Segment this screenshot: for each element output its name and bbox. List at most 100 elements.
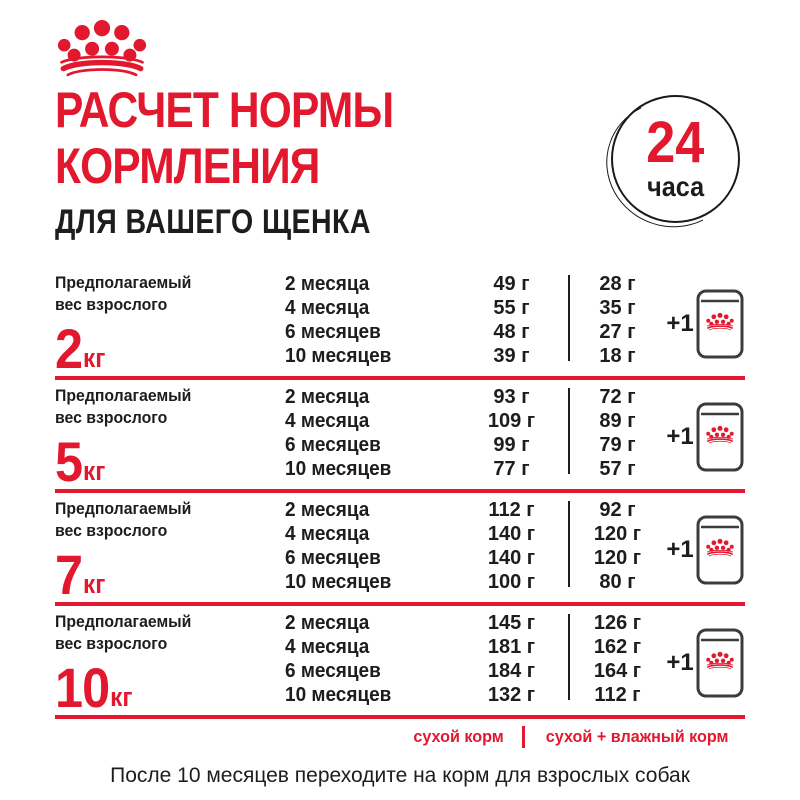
dry-value-cell: 109 г [487, 410, 536, 432]
mixed-value-cell: 120 г [593, 523, 642, 545]
age-cell: 6 месяцев [285, 660, 381, 682]
legend-dry-label: сухой корм [412, 727, 504, 746]
age-cell: 10 месяцев [285, 345, 392, 367]
page-subtitle: ДЛЯ ВАШЕГО ЩЕНКА [55, 203, 371, 241]
age-cell: 6 месяцев [285, 547, 381, 569]
weight-unit: кг [83, 456, 106, 486]
column-divider [568, 501, 570, 587]
column-divider [568, 275, 570, 361]
age-cell: 2 месяца [285, 499, 370, 521]
dry-food-column: 145 г 181 г 184 г 132 г [455, 611, 568, 715]
pouch-column [695, 272, 745, 376]
column-divider [568, 388, 570, 474]
legend-divider [521, 726, 525, 748]
weight-label-column: Предполагаемый вес взрослого 7 кг [55, 498, 285, 606]
mixed-food-column: 72 г 89 г 79 г 57 г [570, 385, 665, 489]
mixed-value-cell: 28 г [599, 273, 636, 295]
plus-one-label: +1 [666, 536, 694, 563]
dry-value-cell: 49 г [493, 273, 530, 295]
age-cell: 2 месяца [285, 612, 370, 634]
assumed-weight-line2: вес взрослого [55, 521, 168, 540]
24-hours-badge: 24 часа [611, 95, 740, 223]
weight-value: 7 кг [55, 543, 262, 606]
age-cell: 6 месяцев [285, 321, 381, 343]
title-line-1: РАСЧЕТ НОРМЫ [55, 82, 394, 138]
mixed-value-cell: 35 г [599, 297, 636, 319]
badge-unit: часа [646, 171, 704, 202]
weight-number: 5 [55, 430, 83, 493]
age-cell: 4 месяца [285, 636, 370, 658]
mixed-food-column: 28 г 35 г 27 г 18 г [570, 272, 665, 376]
royal-canin-crown-icon [57, 17, 147, 77]
assumed-weight-line1: Предполагаемый [55, 499, 192, 518]
weight-value: 5 кг [55, 430, 262, 493]
weight-number: 7 [55, 543, 83, 606]
legend-mixed-label: сухой + влажный корм [545, 727, 729, 746]
dry-food-column: 112 г 140 г 140 г 100 г [455, 498, 568, 602]
assumed-weight-label: Предполагаемый вес взрослого [55, 385, 269, 429]
dry-value-cell: 184 г [487, 660, 536, 682]
pouch-column [695, 498, 745, 602]
mixed-value-cell: 79 г [599, 434, 636, 456]
weight-unit: кг [110, 682, 133, 712]
weight-group-10kg: Предполагаемый вес взрослого 10 кг 2 мес… [55, 606, 745, 719]
mixed-value-cell: 18 г [599, 345, 636, 367]
weight-group-2kg: Предполагаемый вес взрослого 2 кг 2 меся… [55, 267, 745, 380]
weight-value: 10 кг [55, 656, 262, 719]
dry-value-cell: 48 г [493, 321, 530, 343]
mixed-value-cell: 162 г [593, 636, 642, 658]
assumed-weight-line2: вес взрослого [55, 634, 168, 653]
weight-number: 10 [55, 656, 110, 719]
age-cell: 2 месяца [285, 273, 370, 295]
dry-value-cell: 145 г [487, 612, 536, 634]
age-cell: 10 месяцев [285, 684, 392, 706]
assumed-weight-line2: вес взрослого [55, 408, 168, 427]
age-column: 2 месяца 4 месяца 6 месяцев 10 месяцев [285, 272, 455, 376]
food-pouch-icon [696, 515, 744, 585]
weight-label-column: Предполагаемый вес взрослого 10 кг [55, 611, 285, 719]
dry-value-cell: 93 г [493, 386, 530, 408]
weight-group-7kg: Предполагаемый вес взрослого 7 кг 2 меся… [55, 493, 745, 606]
weight-unit: кг [83, 343, 106, 373]
dry-value-cell: 181 г [487, 636, 536, 658]
mixed-value-cell: 57 г [599, 458, 636, 480]
food-pouch-icon [696, 628, 744, 698]
assumed-weight-label: Предполагаемый вес взрослого [55, 272, 269, 316]
mixed-value-cell: 120 г [593, 547, 642, 569]
weight-value: 2 кг [55, 321, 262, 377]
assumed-weight-line1: Предполагаемый [55, 386, 192, 405]
age-cell: 4 месяца [285, 523, 370, 545]
mixed-food-column: 126 г 162 г 164 г 112 г [570, 611, 665, 715]
dry-food-column: 93 г 109 г 99 г 77 г [455, 385, 568, 489]
page-title: РАСЧЕТ НОРМЫ КОРМЛЕНИЯ [55, 82, 394, 194]
age-cell: 10 месяцев [285, 458, 392, 480]
assumed-weight-line2: вес взрослого [55, 295, 168, 314]
dry-value-cell: 100 г [487, 571, 536, 593]
badge-number: 24 [646, 110, 705, 175]
pouch-column [695, 385, 745, 489]
age-column: 2 месяца 4 месяца 6 месяцев 10 месяцев [285, 498, 455, 602]
age-cell: 4 месяца [285, 297, 370, 319]
dry-value-cell: 99 г [493, 434, 530, 456]
age-cell: 2 месяца [285, 386, 370, 408]
column-divider [568, 614, 570, 700]
weight-label-column: Предполагаемый вес взрослого 2 кг [55, 272, 285, 377]
mixed-value-cell: 126 г [593, 612, 642, 634]
age-column: 2 месяца 4 месяца 6 месяцев 10 месяцев [285, 385, 455, 489]
legend: сухой корм сухой + влажный корм [55, 726, 745, 748]
dry-value-cell: 77 г [493, 458, 530, 480]
food-pouch-icon [696, 289, 744, 359]
age-column: 2 месяца 4 месяца 6 месяцев 10 месяцев [285, 611, 455, 715]
mixed-value-cell: 27 г [599, 321, 636, 343]
dry-value-cell: 132 г [487, 684, 536, 706]
assumed-weight-label: Предполагаемый вес взрослого [55, 611, 269, 655]
plus-one-label: +1 [666, 423, 694, 450]
food-pouch-icon [696, 402, 744, 472]
dry-value-cell: 55 г [493, 297, 530, 319]
feeding-table: Предполагаемый вес взрослого 2 кг 2 меся… [55, 267, 745, 719]
age-cell: 10 месяцев [285, 571, 392, 593]
weight-group-5kg: Предполагаемый вес взрослого 5 кг 2 меся… [55, 380, 745, 493]
weight-label-column: Предполагаемый вес взрослого 5 кг [55, 385, 285, 493]
title-line-2: КОРМЛЕНИЯ [55, 138, 320, 194]
